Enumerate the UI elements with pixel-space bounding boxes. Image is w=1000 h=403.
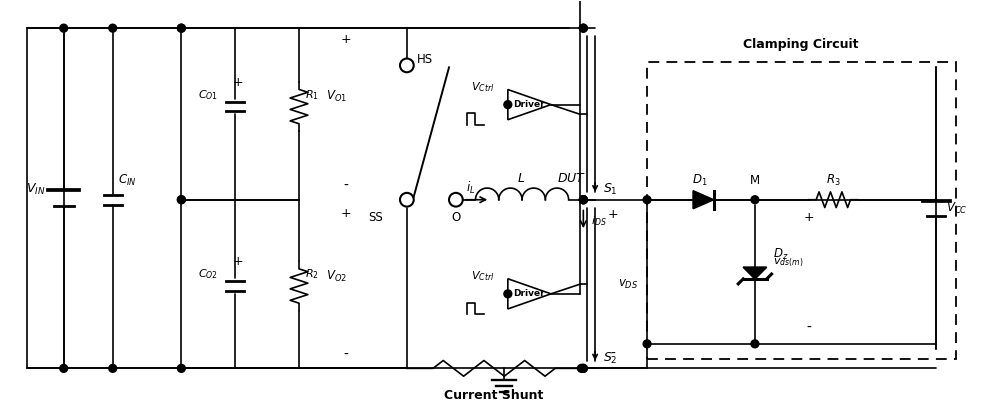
Circle shape <box>177 196 185 204</box>
Text: -: - <box>344 179 349 193</box>
Text: $V_{Ctrl}$: $V_{Ctrl}$ <box>471 80 494 94</box>
Text: $V_{O1}$: $V_{O1}$ <box>326 89 347 104</box>
Circle shape <box>643 196 651 204</box>
Text: $DUT$: $DUT$ <box>557 172 586 185</box>
Text: $S_2$: $S_2$ <box>603 351 617 366</box>
Text: +: + <box>233 76 244 89</box>
Bar <box>647 62 956 359</box>
Text: $R_1$: $R_1$ <box>305 88 319 102</box>
Text: +: + <box>233 255 244 268</box>
Circle shape <box>577 364 585 372</box>
Circle shape <box>751 196 759 204</box>
Text: $V_{Ctrl}$: $V_{Ctrl}$ <box>471 269 494 283</box>
Circle shape <box>109 24 117 32</box>
Text: M: M <box>750 174 760 187</box>
Circle shape <box>60 24 68 32</box>
Text: -: - <box>610 347 615 361</box>
Circle shape <box>177 196 185 204</box>
Text: $D_z$: $D_z$ <box>773 247 788 262</box>
Text: SS: SS <box>368 211 383 224</box>
Polygon shape <box>693 191 714 209</box>
Circle shape <box>579 364 587 372</box>
Circle shape <box>579 196 587 204</box>
Circle shape <box>504 290 512 298</box>
Text: -: - <box>344 348 349 361</box>
Circle shape <box>579 24 587 32</box>
Circle shape <box>579 196 587 204</box>
Text: $i_L$: $i_L$ <box>466 180 475 196</box>
Polygon shape <box>743 267 767 279</box>
Text: +: + <box>341 207 351 220</box>
Circle shape <box>751 340 759 348</box>
Circle shape <box>643 340 651 348</box>
Circle shape <box>177 24 185 32</box>
Circle shape <box>579 196 587 204</box>
Text: +: + <box>804 211 814 224</box>
Text: Driver: Driver <box>514 100 545 109</box>
Text: $C_{O2}$: $C_{O2}$ <box>198 267 218 281</box>
Text: O: O <box>451 211 461 224</box>
Text: Current Shunt: Current Shunt <box>444 389 544 402</box>
Text: Clamping Circuit: Clamping Circuit <box>743 38 859 51</box>
Text: $V_{O2}$: $V_{O2}$ <box>326 269 347 284</box>
Text: $R_2$: $R_2$ <box>305 267 319 281</box>
Text: $D_1$: $D_1$ <box>692 172 708 188</box>
Text: $v_{ds(m)}$: $v_{ds(m)}$ <box>773 256 803 269</box>
Circle shape <box>177 24 185 32</box>
Text: $C_{IN}$: $C_{IN}$ <box>118 172 136 188</box>
Text: $V_{IN}$: $V_{IN}$ <box>26 183 46 197</box>
Text: +: + <box>341 33 351 46</box>
Text: $R_3$: $R_3$ <box>826 172 841 188</box>
Circle shape <box>579 196 587 204</box>
Circle shape <box>109 364 117 372</box>
Text: $S_1$: $S_1$ <box>603 183 618 197</box>
Circle shape <box>579 364 587 372</box>
Text: $i_{DS}$: $i_{DS}$ <box>591 214 607 228</box>
Circle shape <box>579 24 587 32</box>
Text: $L$: $L$ <box>517 172 526 185</box>
Text: $V_{CC}$: $V_{CC}$ <box>946 201 968 216</box>
Text: $C_{O1}$: $C_{O1}$ <box>198 88 218 102</box>
Circle shape <box>504 101 512 108</box>
Text: $v_{DS}$: $v_{DS}$ <box>618 278 638 291</box>
Circle shape <box>60 364 68 372</box>
Text: HS: HS <box>417 53 433 66</box>
Circle shape <box>177 364 185 372</box>
Text: +: + <box>607 208 618 221</box>
Text: -: - <box>806 321 811 335</box>
Text: Driver: Driver <box>514 289 545 298</box>
